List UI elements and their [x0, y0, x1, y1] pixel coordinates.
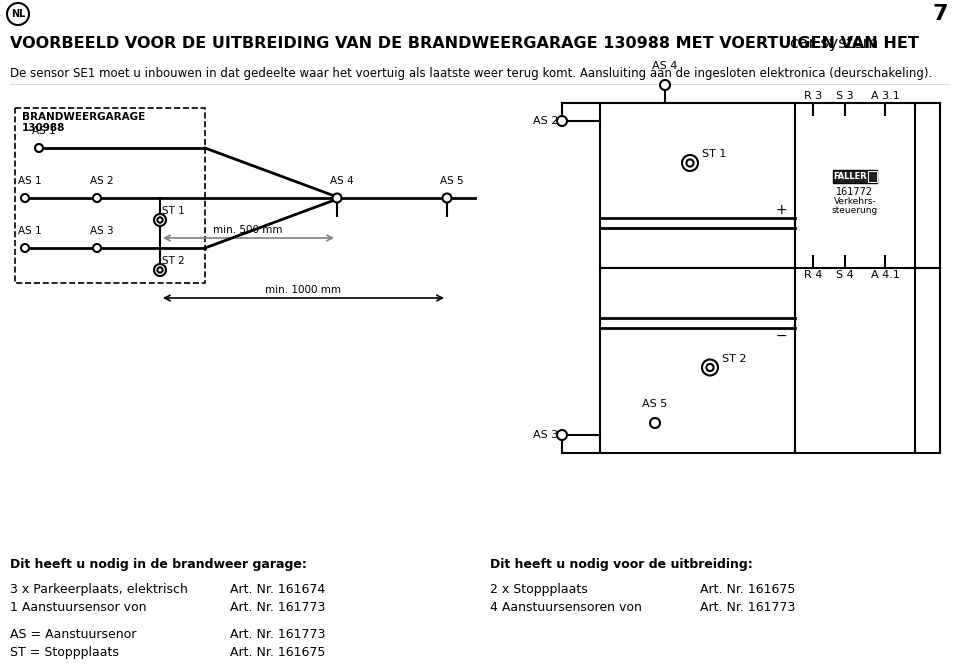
Text: S 4: S 4 — [836, 270, 853, 280]
Circle shape — [682, 155, 698, 171]
Text: AS 2: AS 2 — [533, 116, 558, 126]
Circle shape — [686, 159, 693, 167]
Circle shape — [157, 217, 162, 222]
Circle shape — [157, 268, 162, 273]
Circle shape — [21, 194, 29, 202]
Circle shape — [7, 3, 29, 25]
Text: A 4.1: A 4.1 — [871, 270, 900, 280]
Text: min. 500 mm: min. 500 mm — [213, 225, 283, 235]
Text: ST = Stoppplaats: ST = Stoppplaats — [10, 646, 119, 659]
Circle shape — [35, 144, 43, 152]
Text: Art. Nr. 161675: Art. Nr. 161675 — [230, 646, 325, 659]
Text: AS = Aanstuursenor: AS = Aanstuursenor — [10, 628, 136, 641]
Bar — [15, 108, 205, 283]
Circle shape — [707, 364, 713, 371]
Text: Art. Nr. 161773: Art. Nr. 161773 — [230, 601, 325, 614]
Text: 2 x Stoppplaats: 2 x Stoppplaats — [490, 583, 588, 596]
Text: steuerung: steuerung — [832, 207, 878, 215]
Text: Dit heeft u nodig voor de uitbreiding:: Dit heeft u nodig voor de uitbreiding: — [490, 558, 753, 571]
Text: AS 5: AS 5 — [642, 399, 667, 409]
Text: 3 x Parkeerplaats, elektrisch: 3 x Parkeerplaats, elektrisch — [10, 583, 188, 596]
Text: ST 2: ST 2 — [162, 256, 184, 266]
Text: AS 1: AS 1 — [18, 176, 41, 186]
Bar — [795, 103, 915, 453]
Circle shape — [93, 194, 101, 202]
Text: AS 3: AS 3 — [533, 430, 558, 440]
Text: ST 2: ST 2 — [722, 353, 747, 363]
Text: car system: car system — [790, 36, 878, 51]
Text: Verkehrs-: Verkehrs- — [833, 197, 876, 207]
Text: De sensor SE1 moet u inbouwen in dat gedeelte waar het voertuig als laatste weer: De sensor SE1 moet u inbouwen in dat ged… — [10, 67, 932, 80]
Text: Art. Nr. 161675: Art. Nr. 161675 — [700, 583, 796, 596]
Text: 161772: 161772 — [836, 187, 874, 197]
Text: S 3: S 3 — [836, 91, 853, 101]
Text: R 3: R 3 — [804, 91, 822, 101]
Circle shape — [93, 244, 101, 252]
Circle shape — [702, 359, 718, 376]
Circle shape — [557, 116, 567, 126]
Circle shape — [650, 418, 660, 428]
Circle shape — [154, 264, 166, 276]
Text: AS 2: AS 2 — [90, 176, 113, 186]
Text: −: − — [776, 329, 787, 343]
Text: AS 1: AS 1 — [32, 126, 56, 136]
Text: 1 Aanstuursensor von: 1 Aanstuursensor von — [10, 601, 147, 614]
Text: Art. Nr. 161674: Art. Nr. 161674 — [230, 583, 325, 596]
Bar — [833, 170, 877, 183]
Circle shape — [660, 80, 670, 90]
Text: 7: 7 — [932, 4, 948, 24]
Text: AS 1: AS 1 — [18, 226, 41, 236]
Circle shape — [557, 430, 567, 440]
Bar — [600, 268, 795, 453]
Text: Art. Nr. 161773: Art. Nr. 161773 — [700, 601, 796, 614]
Text: ST 1: ST 1 — [162, 206, 184, 216]
Text: 130988: 130988 — [22, 123, 65, 133]
Text: min. 1000 mm: min. 1000 mm — [265, 285, 341, 295]
Text: R 4: R 4 — [804, 270, 822, 280]
Text: AS 4: AS 4 — [330, 176, 353, 186]
Text: VOORBEELD VOOR DE UITBREIDING VAN DE BRANDWEERGARAGE 130988 MET VOERTUIGEN VAN H: VOORBEELD VOOR DE UITBREIDING VAN DE BRA… — [10, 36, 924, 51]
Text: AS 5: AS 5 — [440, 176, 464, 186]
Text: BRANDWEERGARAGE: BRANDWEERGARAGE — [22, 112, 145, 122]
Text: NL: NL — [11, 9, 25, 19]
Text: AS 3: AS 3 — [90, 226, 113, 236]
Circle shape — [21, 244, 29, 252]
Text: +: + — [776, 203, 787, 217]
Bar — [600, 103, 795, 268]
Text: AS 4: AS 4 — [652, 61, 678, 71]
Text: Art. Nr. 161773: Art. Nr. 161773 — [230, 628, 325, 641]
Bar — [868, 171, 877, 182]
Text: ST 1: ST 1 — [702, 149, 727, 159]
Text: FALLER: FALLER — [833, 172, 867, 181]
Circle shape — [154, 214, 166, 226]
Text: Dit heeft u nodig in de brandweer garage:: Dit heeft u nodig in de brandweer garage… — [10, 558, 307, 571]
Text: A 3.1: A 3.1 — [871, 91, 900, 101]
Circle shape — [443, 193, 451, 203]
Text: 4 Aanstuursensoren von: 4 Aanstuursensoren von — [490, 601, 642, 614]
Circle shape — [332, 193, 342, 203]
